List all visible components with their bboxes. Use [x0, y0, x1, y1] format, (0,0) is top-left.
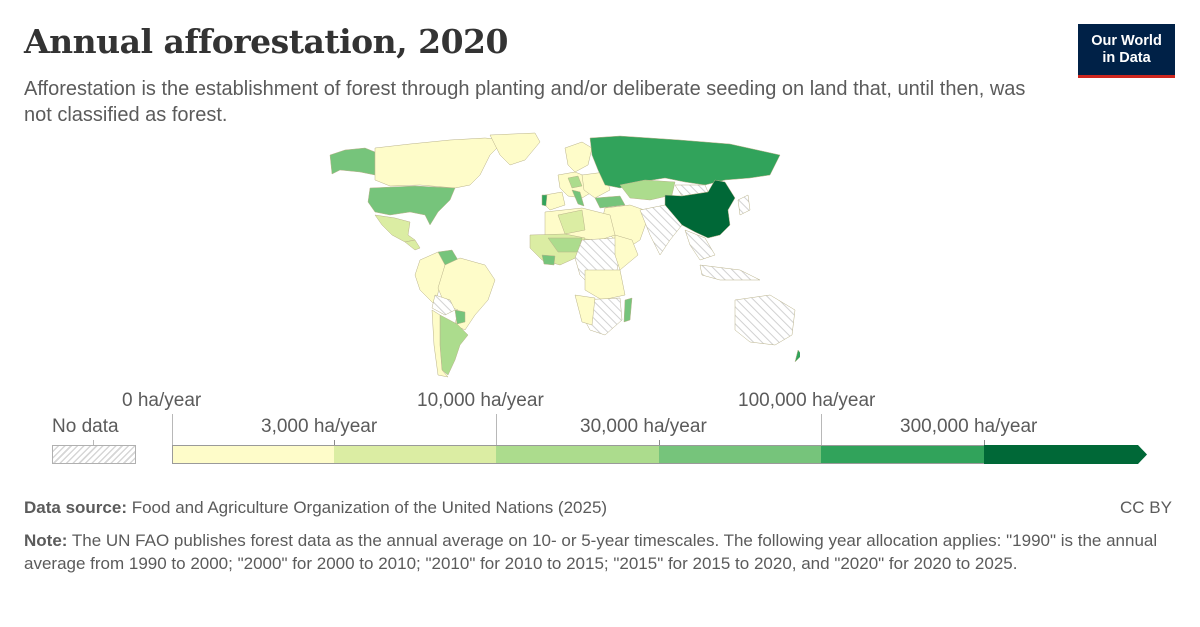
region-new-zealand — [794, 349, 800, 363]
region-ivory-coast — [541, 254, 556, 266]
legend-no-data-label: No data — [52, 416, 119, 437]
owid-logo[interactable]: Our World in Data — [1078, 24, 1175, 78]
region-paraguay — [454, 309, 466, 325]
world-map[interactable] — [320, 130, 800, 380]
region-kazakhstan — [619, 179, 676, 201]
footer-source: Data source: Food and Agriculture Organi… — [24, 498, 607, 518]
legend-bin-100000-300000[interactable] — [821, 445, 984, 464]
region-drc-tanzania — [584, 269, 626, 301]
region-madagascar — [623, 297, 633, 323]
region-greenland — [489, 132, 541, 166]
region-central-america — [404, 239, 421, 251]
region-mexico — [374, 214, 416, 243]
legend-tick-label-3000: 3,000 ha/year — [261, 416, 378, 437]
legend-tick-0 — [172, 414, 173, 445]
legend-tick-label-10000: 10,000 ha/year — [417, 390, 544, 411]
legend-no-data-swatch[interactable] — [52, 445, 136, 464]
legend-tick-label-30000: 30,000 ha/year — [580, 416, 707, 437]
note-label: Note: — [24, 531, 68, 550]
region-southeast-asia — [684, 229, 716, 261]
legend-bin-3000-10000[interactable] — [334, 445, 496, 464]
logo-line-2: in Data — [1102, 50, 1151, 66]
region-russia — [589, 135, 781, 189]
region-canada — [374, 137, 506, 189]
chart-title: Annual afforestation, 2020 — [24, 22, 508, 61]
legend-bin-10000-30000[interactable] — [496, 445, 659, 464]
chart-subtitle: Afforestation is the establishment of fo… — [24, 78, 1026, 126]
license-link[interactable]: CC BY — [1120, 498, 1172, 517]
source-label: Data source: — [24, 498, 127, 517]
region-germany — [567, 175, 583, 189]
region-portugal — [541, 194, 548, 207]
region-australia — [734, 294, 796, 346]
region-italy — [571, 189, 585, 207]
legend-bin-0-3000[interactable] — [172, 445, 334, 464]
source-text[interactable]: Food and Agriculture Organization of the… — [131, 498, 608, 517]
legend-tick-10000 — [496, 414, 497, 445]
region-alaska — [329, 147, 376, 176]
legend-tick-label-100000: 100,000 ha/year — [738, 390, 876, 411]
legend-no-data-tick — [93, 440, 94, 445]
legend-bin-over-300000[interactable] — [984, 445, 1148, 464]
region-usa — [367, 185, 456, 226]
legend-tick-label-0: 0 ha/year — [122, 390, 202, 411]
footer-note: Note: The UN FAO publishes forest data a… — [24, 529, 1184, 575]
region-colombia-peru — [414, 251, 446, 306]
region-turkey — [594, 195, 626, 209]
region-chile — [431, 309, 449, 378]
region-iberia — [543, 191, 566, 211]
region-bolivia — [431, 294, 456, 316]
legend-tick-100000 — [821, 414, 822, 445]
legend-bin-30000-100000[interactable] — [659, 445, 821, 464]
region-angola-namibia — [574, 294, 596, 326]
region-india — [639, 204, 683, 256]
legend-tick-label-300000: 300,000 ha/year — [900, 416, 1038, 437]
note-text: The UN FAO publishes forest data as the … — [24, 531, 1158, 573]
region-indonesia — [699, 264, 761, 281]
region-japan-korea — [737, 194, 751, 216]
region-algeria — [557, 209, 586, 235]
logo-line-1: Our World — [1091, 33, 1162, 49]
region-east-africa — [614, 234, 639, 271]
region-scandinavia — [564, 141, 593, 173]
